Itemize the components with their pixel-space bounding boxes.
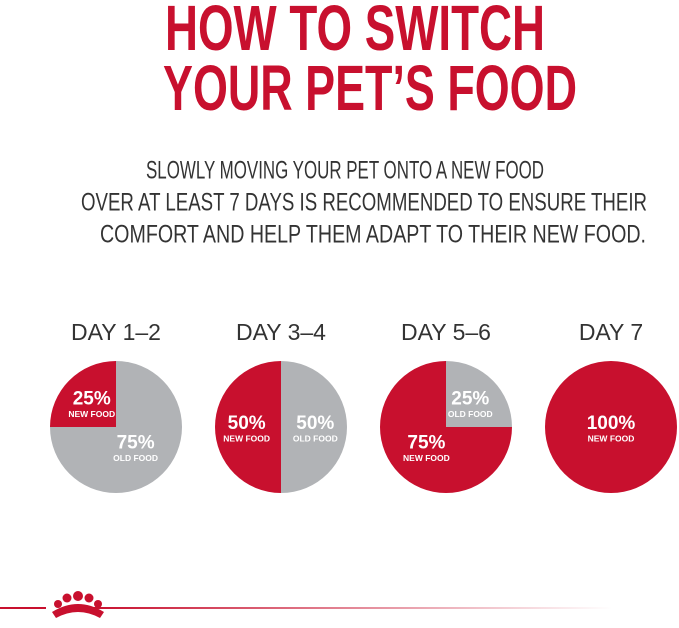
slice-percent: 25% [73, 389, 111, 410]
title-line: YOUR PET’S FOOD [163, 52, 577, 124]
slice-label: OLD FOOD [448, 409, 493, 419]
brand-logo [0, 591, 612, 618]
day-title: DAY 1–2 [71, 319, 161, 345]
slice-label: NEW FOOD [403, 453, 450, 463]
intro-line: SLOWLY MOVING YOUR PET ONTO A NEW FOOD [146, 157, 544, 185]
slice-percent: 75% [407, 433, 445, 454]
title-line: HOW TO SWITCH [165, 0, 545, 64]
slice-label: OLD FOOD [113, 453, 158, 463]
intro-line: COMFORT AND HELP THEM ADAPT TO THEIR NEW… [100, 221, 646, 249]
slice-label: NEW FOOD [588, 433, 635, 443]
intro-line: OVER AT LEAST 7 DAYS IS RECOMMENDED TO E… [81, 189, 647, 217]
slice-percent: 75% [117, 433, 155, 454]
slice-label: NEW FOOD [223, 433, 270, 443]
slice-percent: 50% [296, 413, 334, 434]
pie-slice [50, 361, 182, 493]
slice-percent: 100% [587, 413, 636, 434]
pie-slice [281, 361, 347, 493]
day-title: DAY 3–4 [236, 319, 326, 345]
pie-slice [446, 361, 512, 427]
pie-slice [545, 361, 677, 493]
day-title: DAY 5–6 [401, 319, 491, 345]
day-title: DAY 7 [579, 319, 643, 345]
slice-label: OLD FOOD [293, 433, 338, 443]
pie-slice [50, 361, 116, 427]
slice-percent: 50% [228, 413, 266, 434]
pie-slice [215, 361, 281, 493]
slice-percent: 25% [451, 389, 489, 410]
slice-label: NEW FOOD [68, 409, 115, 419]
